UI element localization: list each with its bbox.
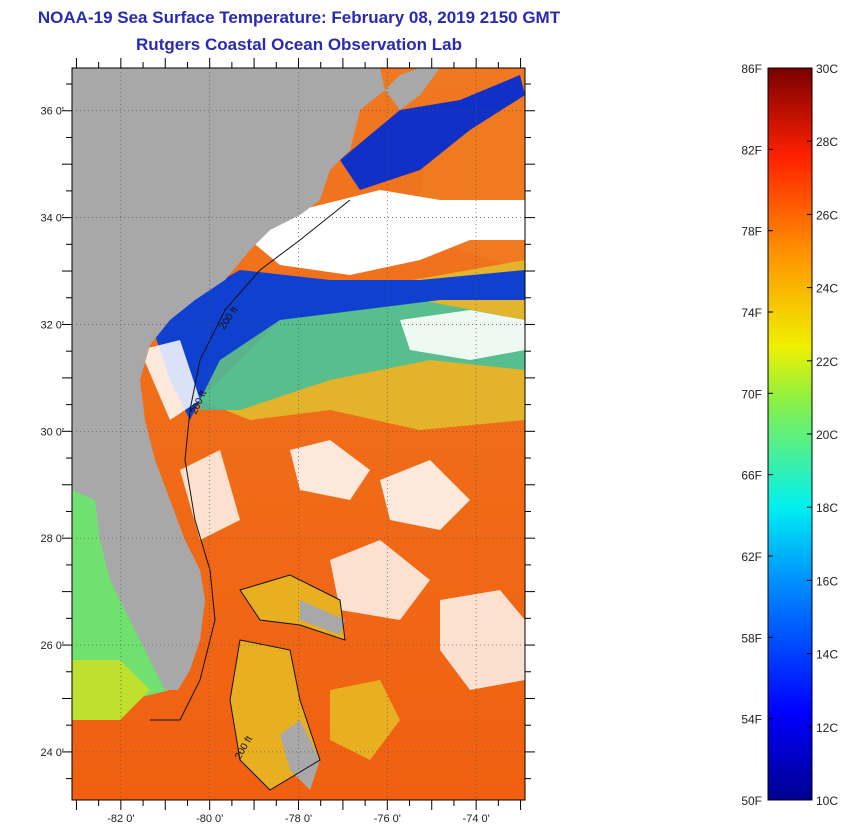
colorbar-f-label: 82F bbox=[741, 143, 762, 157]
colorbar-celsius-labels: 30C 28C 26C 24C 22C 20C 18C 16C 14C 12C 10C bbox=[807, 62, 838, 808]
colorbar-f-label: 74F bbox=[741, 306, 762, 320]
grand-bahama-island bbox=[300, 600, 345, 635]
cold-shelf-water bbox=[150, 270, 525, 420]
cloud-band-2 bbox=[400, 310, 525, 360]
colorbar bbox=[767, 67, 813, 801]
latitude-labels: 36 0' 34 0' 32 0' 30 0' 28 0' 26 0' 24 0' bbox=[40, 106, 64, 759]
colorbar-c-label: 22C bbox=[816, 355, 838, 369]
colorbar-c-label: 24C bbox=[816, 282, 838, 296]
land-southeast-us bbox=[72, 68, 385, 690]
colorbar-c-label: 12C bbox=[816, 721, 838, 735]
colorbar-c-label: 16C bbox=[816, 574, 838, 588]
cloud-patch-2 bbox=[380, 460, 470, 530]
lon-tick-label: -82 0' bbox=[107, 813, 134, 825]
colorbar-c-label: 26C bbox=[816, 208, 838, 222]
land-outer-banks bbox=[385, 68, 440, 110]
cloud-patch-6 bbox=[140, 340, 200, 420]
lon-tick-label: -78 0' bbox=[285, 813, 312, 825]
axis-ticks bbox=[62, 58, 535, 810]
andros-island bbox=[280, 720, 320, 790]
colorbar-f-label: 86F bbox=[741, 62, 762, 76]
cloud-patch-4 bbox=[440, 590, 525, 690]
colorbar-f-label: 58F bbox=[741, 631, 762, 645]
colorbar-c-label: 30C bbox=[816, 62, 838, 76]
colorbar-fahrenheit-labels: 86F 82F 78F 74F 70F 66F 62F 58F 54F 50F bbox=[741, 62, 773, 808]
bank-contour-1 bbox=[239, 574, 346, 641]
lat-tick-label: 28 0' bbox=[40, 533, 64, 545]
bahama-bank-east bbox=[330, 680, 400, 760]
cloud-patch-1 bbox=[290, 440, 370, 500]
colorbar-f-label: 78F bbox=[741, 225, 762, 239]
map-subtitle: Rutgers Coastal Ocean Observation Lab bbox=[136, 35, 462, 54]
lon-tick-label: -76 0' bbox=[374, 813, 401, 825]
gulf-warm-patch bbox=[72, 660, 150, 720]
lon-tick-label: -74 0' bbox=[463, 813, 490, 825]
colorbar-c-label: 14C bbox=[816, 648, 838, 662]
isobath-200ft bbox=[150, 199, 351, 721]
colorbar-c-label: 10C bbox=[816, 794, 838, 808]
colorbar-f-label: 50F bbox=[741, 794, 762, 808]
sst-map: 200 ft 200 ft 200 ft bbox=[72, 68, 525, 800]
lat-tick-label: 26 0' bbox=[40, 640, 64, 652]
lon-tick-label: -80 0' bbox=[196, 813, 223, 825]
longitude-labels: -82 0' -80 0' -78 0' -76 0' -74 0' bbox=[107, 813, 489, 825]
colorbar-f-label: 62F bbox=[741, 550, 762, 564]
lat-tick-label: 30 0' bbox=[40, 426, 64, 438]
colorbar-f-label: 66F bbox=[741, 469, 762, 483]
colorbar-f-label: 54F bbox=[741, 713, 762, 727]
lat-tick-label: 24 0' bbox=[40, 747, 64, 759]
cloud-patch-3 bbox=[330, 540, 430, 620]
map-title: NOAA-19 Sea Surface Temperature: Februar… bbox=[37, 8, 561, 27]
colorbar-c-label: 28C bbox=[816, 135, 838, 149]
colorbar-f-label: 70F bbox=[741, 387, 762, 401]
colorbar-c-label: 20C bbox=[816, 428, 838, 442]
lat-tick-label: 34 0' bbox=[40, 213, 64, 225]
bank-contour-2 bbox=[229, 639, 321, 791]
cold-water-north bbox=[340, 75, 525, 190]
colorbar-c-label: 18C bbox=[816, 501, 838, 515]
lat-tick-label: 32 0' bbox=[40, 319, 64, 331]
lat-tick-label: 36 0' bbox=[40, 106, 64, 118]
